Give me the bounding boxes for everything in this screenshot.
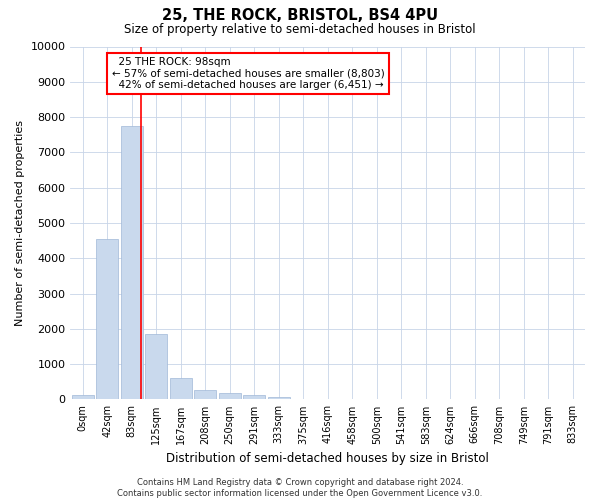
Text: 25 THE ROCK: 98sqm
← 57% of semi-detached houses are smaller (8,803)
  42% of se: 25 THE ROCK: 98sqm ← 57% of semi-detache… (112, 57, 385, 90)
Bar (71, 395, 94, 400)
Bar (194, 390, 216, 400)
Bar (121, 126, 143, 400)
Bar (96, 239, 118, 400)
Bar (243, 395, 265, 400)
Bar (170, 378, 192, 400)
X-axis label: Distribution of semi-detached houses by size in Bristol: Distribution of semi-detached houses by … (166, 452, 489, 465)
Bar (268, 398, 290, 400)
Y-axis label: Number of semi-detached properties: Number of semi-detached properties (15, 120, 25, 326)
Text: 25, THE ROCK, BRISTOL, BS4 4PU: 25, THE ROCK, BRISTOL, BS4 4PU (162, 8, 438, 22)
Text: Contains HM Land Registry data © Crown copyright and database right 2024.
Contai: Contains HM Land Registry data © Crown c… (118, 478, 482, 498)
Text: Size of property relative to semi-detached houses in Bristol: Size of property relative to semi-detach… (124, 22, 476, 36)
Bar (145, 334, 167, 400)
Bar (218, 394, 241, 400)
